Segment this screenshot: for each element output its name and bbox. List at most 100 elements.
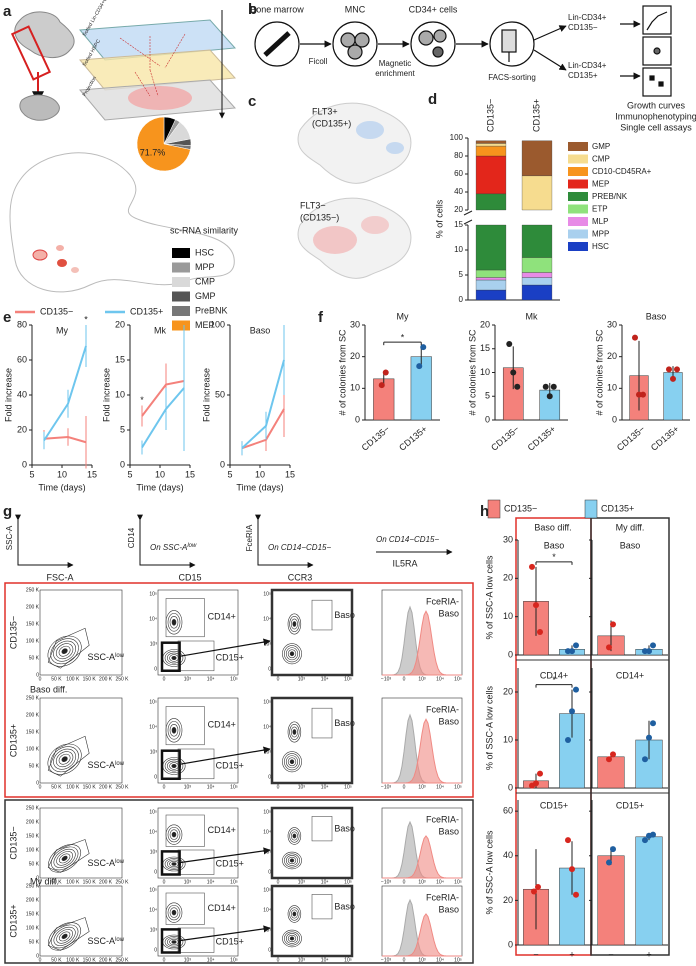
x-tick-label: 5	[227, 469, 232, 479]
chart-title: My	[397, 311, 409, 321]
y-tick-label: 250 K	[26, 695, 40, 701]
gate-label: low	[115, 761, 125, 767]
gate-arrow	[179, 638, 271, 657]
gate-note: On CD14−CD15−	[268, 543, 331, 552]
gate-label: SSC-Alow	[88, 652, 125, 662]
y-tick-label: 15	[115, 354, 125, 364]
x-tick-label: 10⁴	[207, 957, 215, 963]
y-tick-label: 0	[154, 666, 157, 672]
x-tick-label: 0	[277, 879, 280, 885]
y-tick-label: 50	[215, 389, 225, 399]
data-point	[550, 383, 557, 390]
x-tick-label: 10⁵	[344, 957, 352, 963]
contour	[171, 619, 177, 626]
contour	[290, 726, 298, 738]
data-point	[565, 737, 571, 743]
contour	[53, 748, 77, 770]
y-tick-label: 0	[22, 459, 27, 469]
data-point	[546, 393, 553, 400]
data-point	[666, 366, 672, 373]
legend-label: CMP	[195, 276, 215, 286]
x-tick-label: 15	[87, 469, 97, 479]
gate-label: CD14+	[208, 720, 236, 730]
gate-label: low	[115, 859, 125, 865]
contour	[287, 721, 302, 743]
y-tick-label: 20	[503, 573, 513, 583]
significance-mark: *	[552, 675, 556, 685]
x-tick-label: 0	[277, 784, 280, 790]
x-tick-label: 200 K	[99, 676, 113, 682]
y-tick-label: 10	[503, 734, 513, 744]
x-tick-label: 15	[185, 469, 195, 479]
contour	[53, 926, 76, 946]
y-tick-label: 30	[503, 534, 513, 544]
flow-plot-frame	[39, 885, 123, 957]
output-label: CD135+	[568, 71, 598, 80]
column-header: My diff.	[616, 522, 645, 532]
contour	[290, 831, 298, 841]
data-point	[642, 837, 648, 844]
contour	[287, 934, 297, 943]
contour	[47, 743, 82, 775]
panel-letter: f	[318, 309, 324, 326]
data-point	[606, 644, 612, 651]
flow-plot-frame	[39, 807, 123, 879]
y-tick-label: 10⁵	[263, 699, 271, 705]
gate-arrow	[179, 925, 271, 942]
contour	[171, 862, 177, 866]
x-tick-label: 50 K	[51, 957, 62, 963]
y-tick-label: 250 K	[26, 805, 40, 811]
data-point	[650, 831, 656, 838]
chart-title: CD15+	[616, 800, 644, 810]
data-point	[606, 859, 612, 866]
x-tick-label: 10³	[184, 957, 192, 963]
x-tick-label: 0	[277, 676, 280, 682]
x-tick-label: CD135−	[489, 424, 521, 453]
contour	[292, 911, 297, 917]
x-tick-label: 10⁵	[454, 676, 462, 682]
pie-slice	[136, 116, 191, 172]
gate	[311, 816, 333, 842]
contour	[285, 855, 299, 866]
data-line	[241, 359, 285, 449]
gate-label: CD15+	[216, 858, 244, 868]
y-tick-label: 10⁴	[263, 829, 271, 835]
legend-label: CMP	[592, 155, 610, 164]
x-tick-label: −	[533, 949, 538, 959]
contour	[284, 753, 300, 771]
x-tick-label: 10⁵	[230, 879, 238, 885]
gate	[47, 839, 90, 873]
y-tick-label: 60	[17, 354, 27, 364]
contour	[289, 829, 300, 843]
gate-label: CD15+	[216, 936, 244, 946]
chart-title: CD15+	[540, 800, 568, 810]
data-point	[642, 756, 648, 763]
gate	[165, 814, 205, 847]
legend-swatch	[172, 320, 190, 331]
x-tick-label: 10⁵	[344, 879, 352, 885]
data-point	[610, 621, 616, 628]
axis-arrow	[137, 514, 196, 568]
y-tick-label: 10	[454, 245, 463, 254]
histogram	[382, 610, 462, 676]
x-tick-label: +	[569, 949, 574, 959]
chart-title: Baso	[646, 311, 667, 321]
legend-label: CD135−	[504, 503, 537, 513]
x-tick-label: +	[646, 949, 651, 959]
y-tick-label: 60	[503, 806, 513, 816]
category-label: CD135+	[531, 99, 541, 132]
y-tick-label: 10	[350, 383, 360, 393]
contour	[50, 746, 79, 773]
data-point	[646, 734, 652, 741]
output-label: CD135−	[568, 23, 598, 32]
data-line	[43, 345, 87, 442]
gate-note: On CD14−CD15−	[376, 535, 439, 544]
data-point	[565, 837, 571, 844]
x-tick-label: 5	[127, 469, 132, 479]
x-tick-label: 10³	[298, 676, 306, 682]
step-label: MNC	[345, 4, 366, 14]
data-point	[646, 648, 652, 655]
contour	[289, 616, 300, 632]
y-tick-label: 200 K	[26, 712, 40, 718]
